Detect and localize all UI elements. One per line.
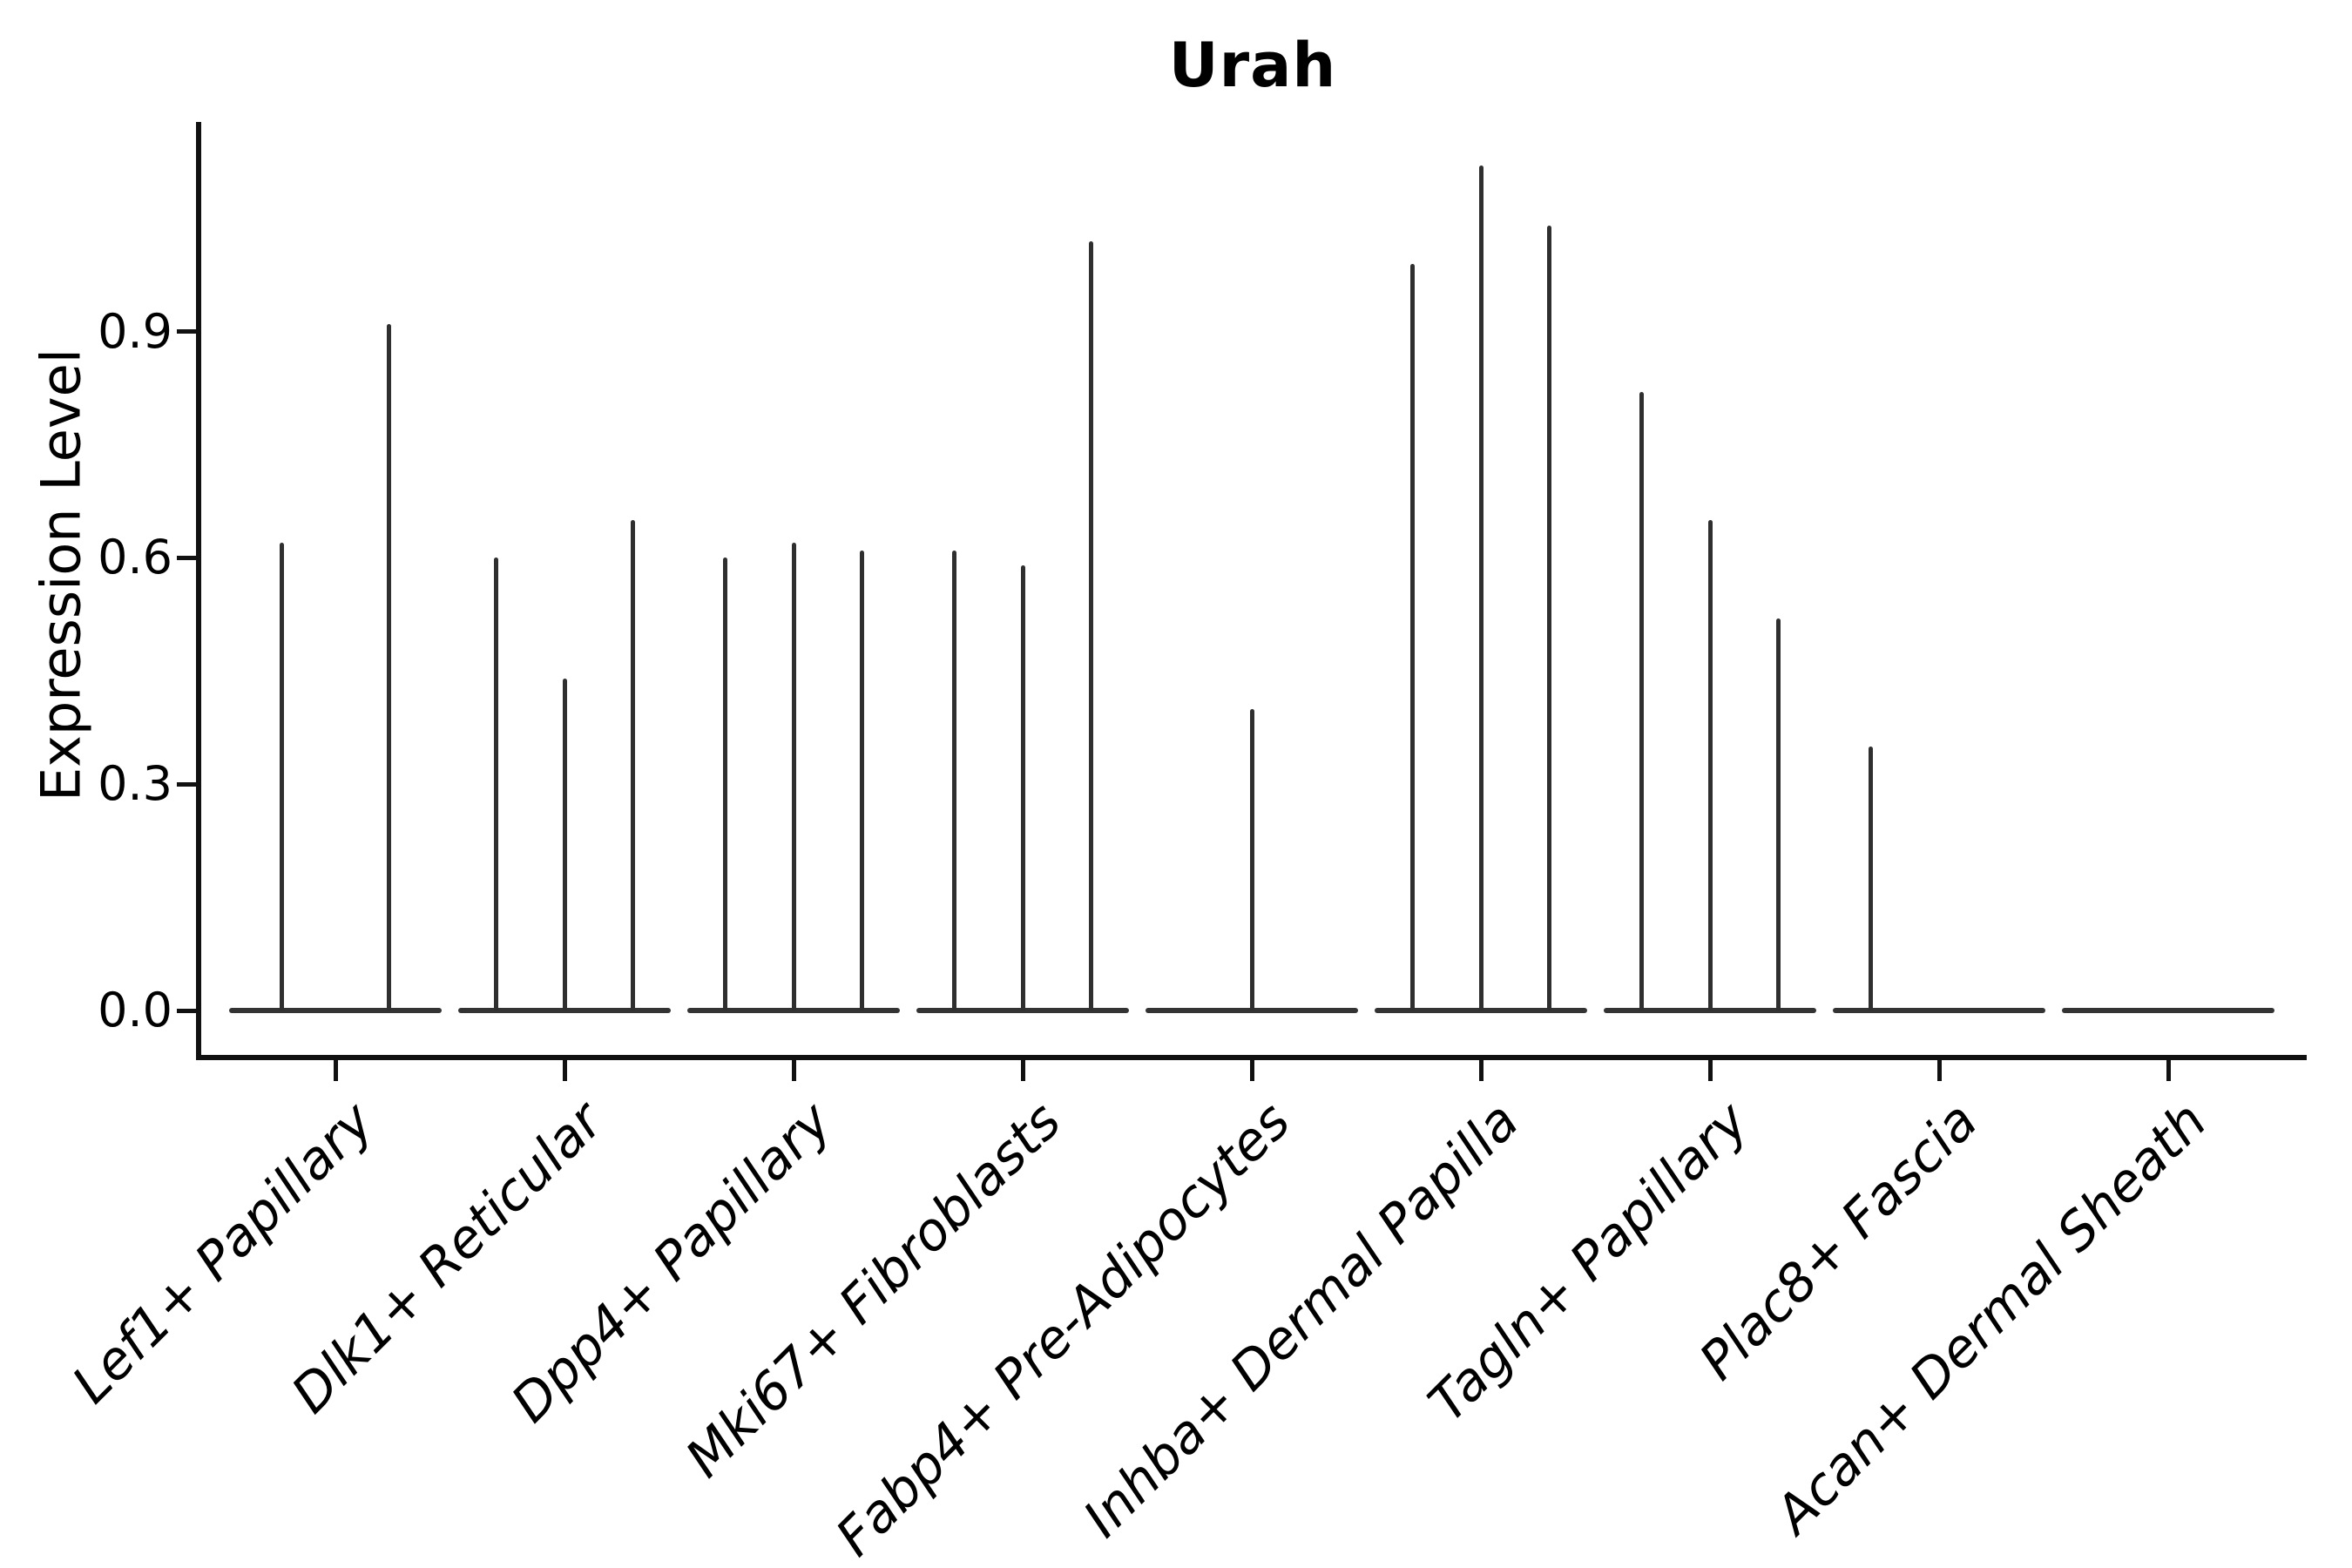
x-category-label: Acan+ Dermal Sheath [1763, 1091, 2219, 1546]
x-category-label: Mki67+ Fibroblasts [673, 1091, 1073, 1490]
y-tick-label: 0.9 [98, 303, 172, 359]
x-tick-mark [791, 1058, 796, 1081]
chart-title: Urah [1168, 30, 1337, 101]
violin-spike [1249, 708, 1254, 1010]
y-tick-label: 0.0 [98, 983, 172, 1037]
violin-spike [791, 543, 796, 1010]
violin-spike [386, 323, 391, 1010]
violin-spike [951, 550, 956, 1010]
x-tick-mark [1249, 1058, 1254, 1081]
x-tick-mark [2166, 1058, 2171, 1081]
violin-spike [860, 550, 865, 1010]
x-category-label: Fabp4+ Pre-Adipocytes [824, 1091, 1302, 1568]
violin-base [916, 1008, 1130, 1013]
violin-spike [1409, 263, 1415, 1010]
violin-base [228, 1008, 443, 1013]
violin-spike [493, 558, 498, 1010]
violin-spike [1707, 520, 1713, 1010]
violin-spike [1547, 226, 1552, 1010]
x-tick-mark [333, 1058, 338, 1081]
y-tick-mark [177, 781, 197, 787]
y-tick-label: 0.6 [98, 530, 172, 585]
violin-spike [722, 558, 727, 1010]
violin-base [1145, 1008, 1359, 1013]
violin-spike [631, 520, 636, 1010]
y-tick-label: 0.3 [98, 756, 172, 812]
violin-spike [1776, 618, 1781, 1010]
violin-base [457, 1008, 672, 1013]
x-category-label: Inhba+ Dermal Papilla [1072, 1091, 1531, 1550]
violin-spike [1020, 565, 1025, 1010]
x-tick-mark [562, 1058, 567, 1081]
x-axis-spine [196, 1055, 2307, 1060]
x-tick-mark [1707, 1058, 1713, 1081]
violin-base [2061, 1008, 2275, 1013]
y-tick-mark [177, 329, 197, 335]
x-tick-mark [1478, 1058, 1484, 1081]
y-tick-mark [177, 1008, 197, 1013]
violin-spike [1478, 166, 1484, 1010]
y-axis-spine [196, 122, 201, 1060]
violin-base [1603, 1008, 1817, 1013]
violin-spike [280, 543, 285, 1010]
violin-base [1832, 1008, 2046, 1013]
violin-base [686, 1008, 901, 1013]
y-tick-mark [177, 555, 197, 560]
x-tick-mark [1020, 1058, 1025, 1081]
violin-spike [1089, 240, 1094, 1010]
violin-spike [1868, 746, 1873, 1010]
violin-spike [562, 678, 567, 1010]
plot-area [199, 122, 2307, 1055]
violin-base [1374, 1008, 1588, 1013]
x-tick-mark [1936, 1058, 1942, 1081]
violin-spike [1639, 391, 1644, 1010]
